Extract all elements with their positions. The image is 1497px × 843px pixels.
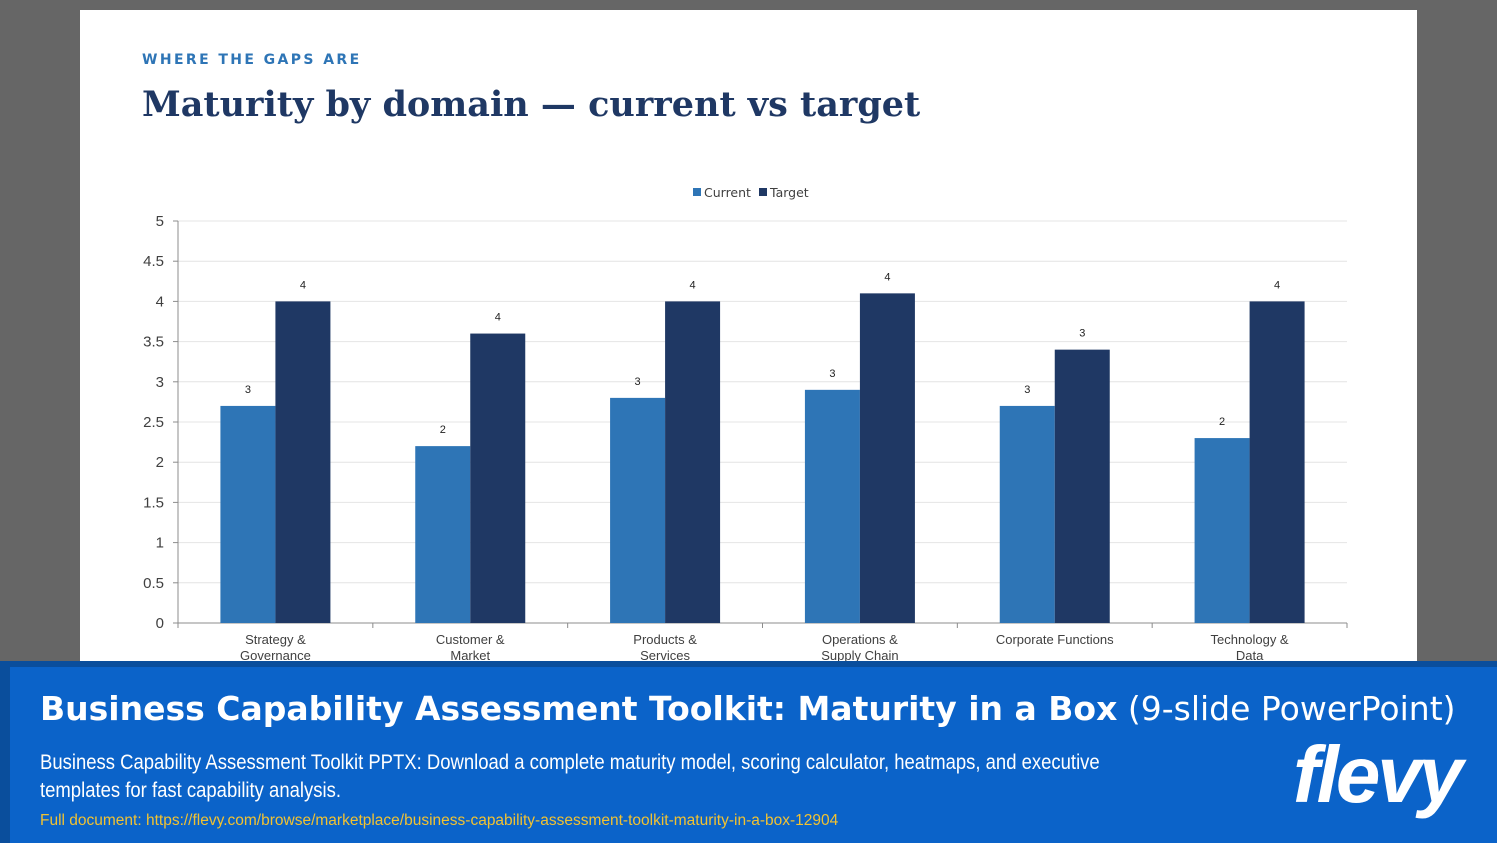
bar-target [859,293,915,623]
bar-target [275,301,331,623]
data-label-target: 3 [1079,328,1085,340]
data-label-current: 3 [245,384,251,396]
y-tick-label: 1.5 [143,494,164,511]
y-tick-label: 2.5 [143,414,164,431]
y-tick-label: 3 [156,374,164,391]
data-label-target: 4 [884,271,890,283]
flevy-logo[interactable]: flevy [1293,730,1463,819]
bar-current [1194,438,1250,623]
bar-current [610,397,666,623]
data-label-target: 4 [300,279,306,291]
data-label-target: 4 [495,312,501,324]
bar-target [665,301,721,623]
data-label-current: 3 [829,368,835,380]
bar-target [470,333,526,623]
bar-current [999,405,1055,623]
y-tick-label: 2 [156,454,164,471]
y-tick-label: 4.5 [143,253,164,270]
bar-target [1249,301,1305,623]
x-category-label: Corporate Functions [996,632,1114,647]
x-category-label: Products & [633,632,697,647]
footer-banner: Business Capability Assessment Toolkit: … [0,661,1497,843]
y-tick-label: 0.5 [143,575,164,592]
x-category-label: Services [640,648,690,663]
legend-label-current: Current [704,185,751,200]
x-category-label: Customer & [436,632,505,647]
legend-label-target: Target [769,185,809,200]
document-link[interactable]: Full document: https://flevy.com/browse/… [40,812,839,829]
slide-eyebrow: WHERE THE GAPS ARE [142,52,362,68]
data-label-current: 2 [440,424,446,436]
document-description: Business Capability Assessment Toolkit P… [40,751,1100,802]
footer-banner-panel: Business Capability Assessment Toolkit: … [10,667,1497,843]
slide-title: Maturity by domain — current vs target [142,84,921,125]
x-category-label: Supply Chain [821,648,898,663]
y-tick-label: 5 [156,213,164,230]
data-label-target: 4 [1274,279,1280,291]
legend-swatch-target [759,188,767,196]
bar-current [220,405,276,623]
document-title: Business Capability Assessment Toolkit: … [40,689,1456,728]
x-category-label: Data [1236,648,1264,663]
x-category-label: Governance [240,648,311,663]
x-category-label: Strategy & [245,632,306,647]
y-tick-label: 0 [156,615,164,632]
bar-current [804,389,860,623]
data-label-target: 4 [690,279,696,291]
y-tick-label: 4 [156,293,164,310]
slide: WHERE THE GAPS ARE Maturity by domain — … [80,10,1417,665]
x-category-label: Operations & [822,632,898,647]
x-category-label: Technology & [1211,632,1289,647]
y-tick-label: 3.5 [143,334,164,351]
data-label-current: 3 [1024,384,1030,396]
legend-swatch-current [693,188,701,196]
data-label-current: 3 [635,376,641,388]
bar-current [415,446,471,623]
data-label-current: 2 [1219,416,1225,428]
document-title-format: (9-slide PowerPoint) [1127,689,1456,728]
bar-target [1054,349,1110,623]
y-tick-label: 1 [156,535,164,552]
maturity-bar-chart: 0 0.5 1 1.5 2 2.5 3 3.5 4 4.5 5 3 4 Strategy &Governa… [143,185,1348,663]
x-category-label: Market [450,648,490,663]
document-title-main: Business Capability Assessment Toolkit: … [40,689,1118,728]
